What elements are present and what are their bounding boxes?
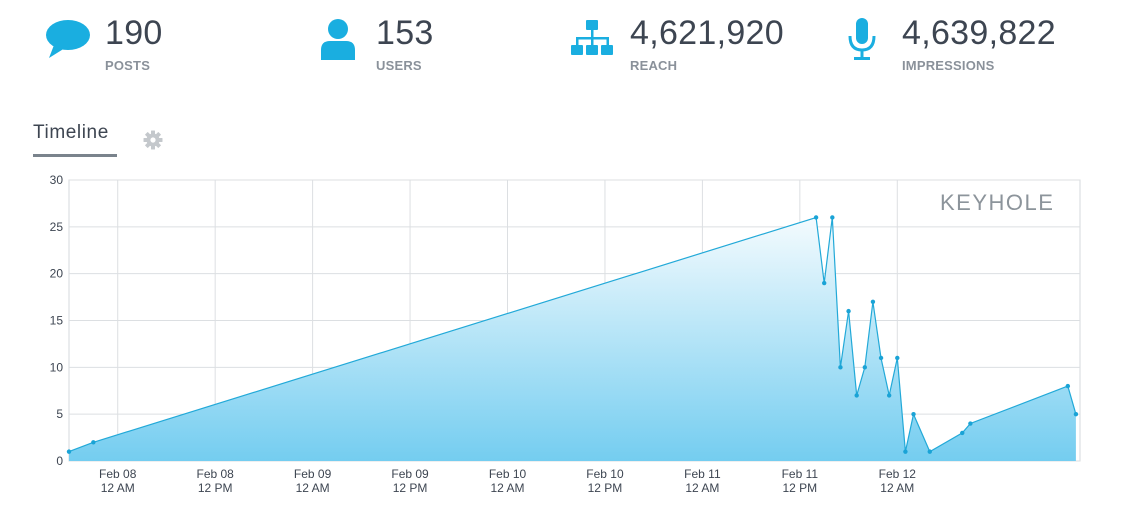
x-tick-label-time: 12 PM xyxy=(588,481,623,495)
y-tick-label: 0 xyxy=(56,454,63,468)
data-point[interactable] xyxy=(927,449,932,454)
users-value: 153 xyxy=(376,14,434,52)
data-point[interactable] xyxy=(911,411,916,417)
data-point[interactable] xyxy=(903,449,908,454)
x-tick-label-date: Feb 10 xyxy=(586,467,624,481)
microphone-icon xyxy=(848,18,876,60)
data-point[interactable] xyxy=(1065,383,1071,389)
data-point[interactable] xyxy=(813,215,819,220)
x-tick-label-time: 12 AM xyxy=(296,481,330,495)
keyhole-watermark: KEYHOLE xyxy=(940,190,1054,215)
data-point[interactable] xyxy=(960,430,965,436)
gear-icon[interactable] xyxy=(143,130,163,150)
x-tick-label-time: 12 PM xyxy=(782,481,817,495)
x-tick-label-date: Feb 09 xyxy=(294,467,332,481)
x-tick-label-time: 12 AM xyxy=(490,481,524,495)
x-tick-label-date: Feb 11 xyxy=(782,467,819,481)
data-point[interactable] xyxy=(1073,411,1079,417)
stats-bar: 190 POSTS 153 USERS 4,621,920 REACH xyxy=(0,0,1146,90)
x-tick-label-time: 12 AM xyxy=(101,481,135,495)
x-tick-label-time: 12 AM xyxy=(685,481,719,495)
data-point[interactable] xyxy=(870,299,876,304)
data-point[interactable] xyxy=(91,440,96,445)
data-point[interactable] xyxy=(846,308,851,314)
x-tick-label-date: Feb 09 xyxy=(391,467,429,481)
x-tick-label-time: 12 PM xyxy=(393,481,428,495)
series-points xyxy=(66,215,1079,454)
y-tick-label: 25 xyxy=(50,220,64,234)
user-icon xyxy=(321,19,355,60)
impressions-value: 4,639,822 xyxy=(902,14,1056,52)
hierarchy-icon xyxy=(571,20,613,55)
x-tick-label-time: 12 AM xyxy=(880,481,914,495)
data-point[interactable] xyxy=(862,365,868,370)
data-point[interactable] xyxy=(886,393,892,398)
watermark-text: KEYHOLE xyxy=(940,190,1054,215)
impressions-label: IMPRESSIONS xyxy=(902,58,995,73)
x-tick-label-date: Feb 11 xyxy=(684,467,721,481)
y-tick-label: 20 xyxy=(50,267,64,281)
x-tick-label-date: Feb 08 xyxy=(196,467,234,481)
data-point[interactable] xyxy=(968,421,973,426)
series-line xyxy=(68,216,1077,453)
x-tick-label-date: Feb 08 xyxy=(99,467,137,481)
speech-bubble-icon xyxy=(46,20,90,58)
y-tick-label: 15 xyxy=(50,314,64,328)
y-tick-label: 5 xyxy=(56,407,63,421)
y-axis-ticks: 0 5 10 15 20 25 30 xyxy=(50,173,64,468)
y-tick-label: 30 xyxy=(50,173,64,187)
y-tick-label: 10 xyxy=(50,360,64,374)
users-label: USERS xyxy=(376,58,422,73)
reach-label: REACH xyxy=(630,58,678,73)
posts-value: 190 xyxy=(105,14,163,52)
data-point[interactable] xyxy=(878,355,884,361)
chart-tabs: Timeline xyxy=(33,122,233,162)
x-tick-label-date: Feb 12 xyxy=(879,467,917,481)
data-point[interactable] xyxy=(854,393,859,398)
data-point[interactable] xyxy=(66,449,72,454)
data-point[interactable] xyxy=(822,280,827,286)
tab-timeline[interactable]: Timeline xyxy=(33,122,117,157)
x-tick-label-time: 12 PM xyxy=(198,481,233,495)
posts-label: POSTS xyxy=(105,58,151,73)
data-point[interactable] xyxy=(838,365,843,370)
reach-value: 4,621,920 xyxy=(630,14,784,52)
x-tick-label-date: Feb 10 xyxy=(489,467,527,481)
series-area xyxy=(69,217,1076,461)
data-point[interactable] xyxy=(895,355,900,361)
data-point[interactable] xyxy=(830,215,835,220)
